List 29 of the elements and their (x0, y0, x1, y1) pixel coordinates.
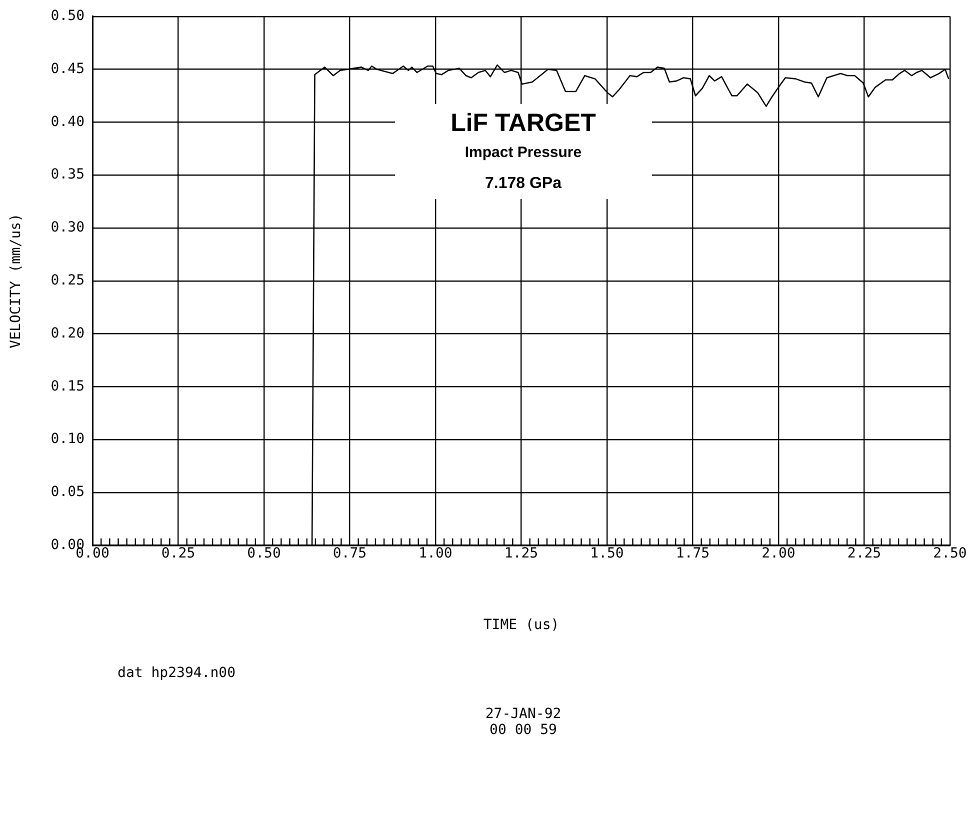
x-tick-label: 0.25 (161, 545, 196, 562)
x-axis-title: TIME (us) (483, 617, 560, 634)
y-tick-label: 0.45 (50, 60, 85, 77)
y-tick-label: 0.40 (50, 114, 85, 130)
y-tick-label: 0.50 (50, 8, 85, 24)
x-tick-label: 1.25 (504, 545, 538, 562)
x-tick-label: 2.25 (847, 545, 882, 562)
y-tick-label: 0.10 (50, 431, 85, 448)
label-box: LiF TARGET Impact Pressure 7.178 GPa (394, 104, 652, 199)
text: 27-JAN-92 (485, 706, 562, 722)
y-tick-label: 0.15 (50, 378, 85, 394)
y-tick-label: 0.35 (50, 166, 85, 183)
annotation: Impact Pressure (464, 144, 582, 162)
text: 00 00 59 (490, 722, 557, 738)
y-tick-label: 0.05 (50, 484, 85, 500)
x-tick-label: 0.50 (247, 545, 281, 562)
y-axis-title: VELOCITY (mm/us) (8, 213, 24, 348)
x-tick-label: 1.00 (418, 545, 452, 562)
y-tick-label: 0.30 (50, 220, 85, 236)
y-tick-label: 0.25 (50, 272, 85, 289)
annotation: LiF TARGET (450, 109, 596, 138)
text: dat hp2394.n00 (118, 665, 236, 682)
x-tick-label: 2.00 (762, 545, 796, 562)
x-tick-label: 0.75 (332, 545, 367, 562)
x-tick-label: 1.50 (590, 545, 624, 562)
y-tick-label: 0.20 (50, 325, 85, 342)
x-tick-label: 1.75 (676, 545, 710, 562)
annotation: 7.178 GPa (484, 175, 562, 194)
x-tick-label: 2.50 (933, 545, 967, 562)
